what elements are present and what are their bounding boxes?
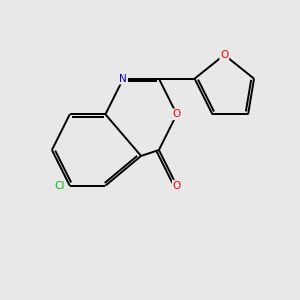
Text: O: O	[172, 181, 181, 191]
Text: N: N	[119, 74, 127, 84]
Text: O: O	[172, 109, 181, 119]
Text: Cl: Cl	[54, 181, 64, 191]
Text: O: O	[220, 50, 228, 60]
